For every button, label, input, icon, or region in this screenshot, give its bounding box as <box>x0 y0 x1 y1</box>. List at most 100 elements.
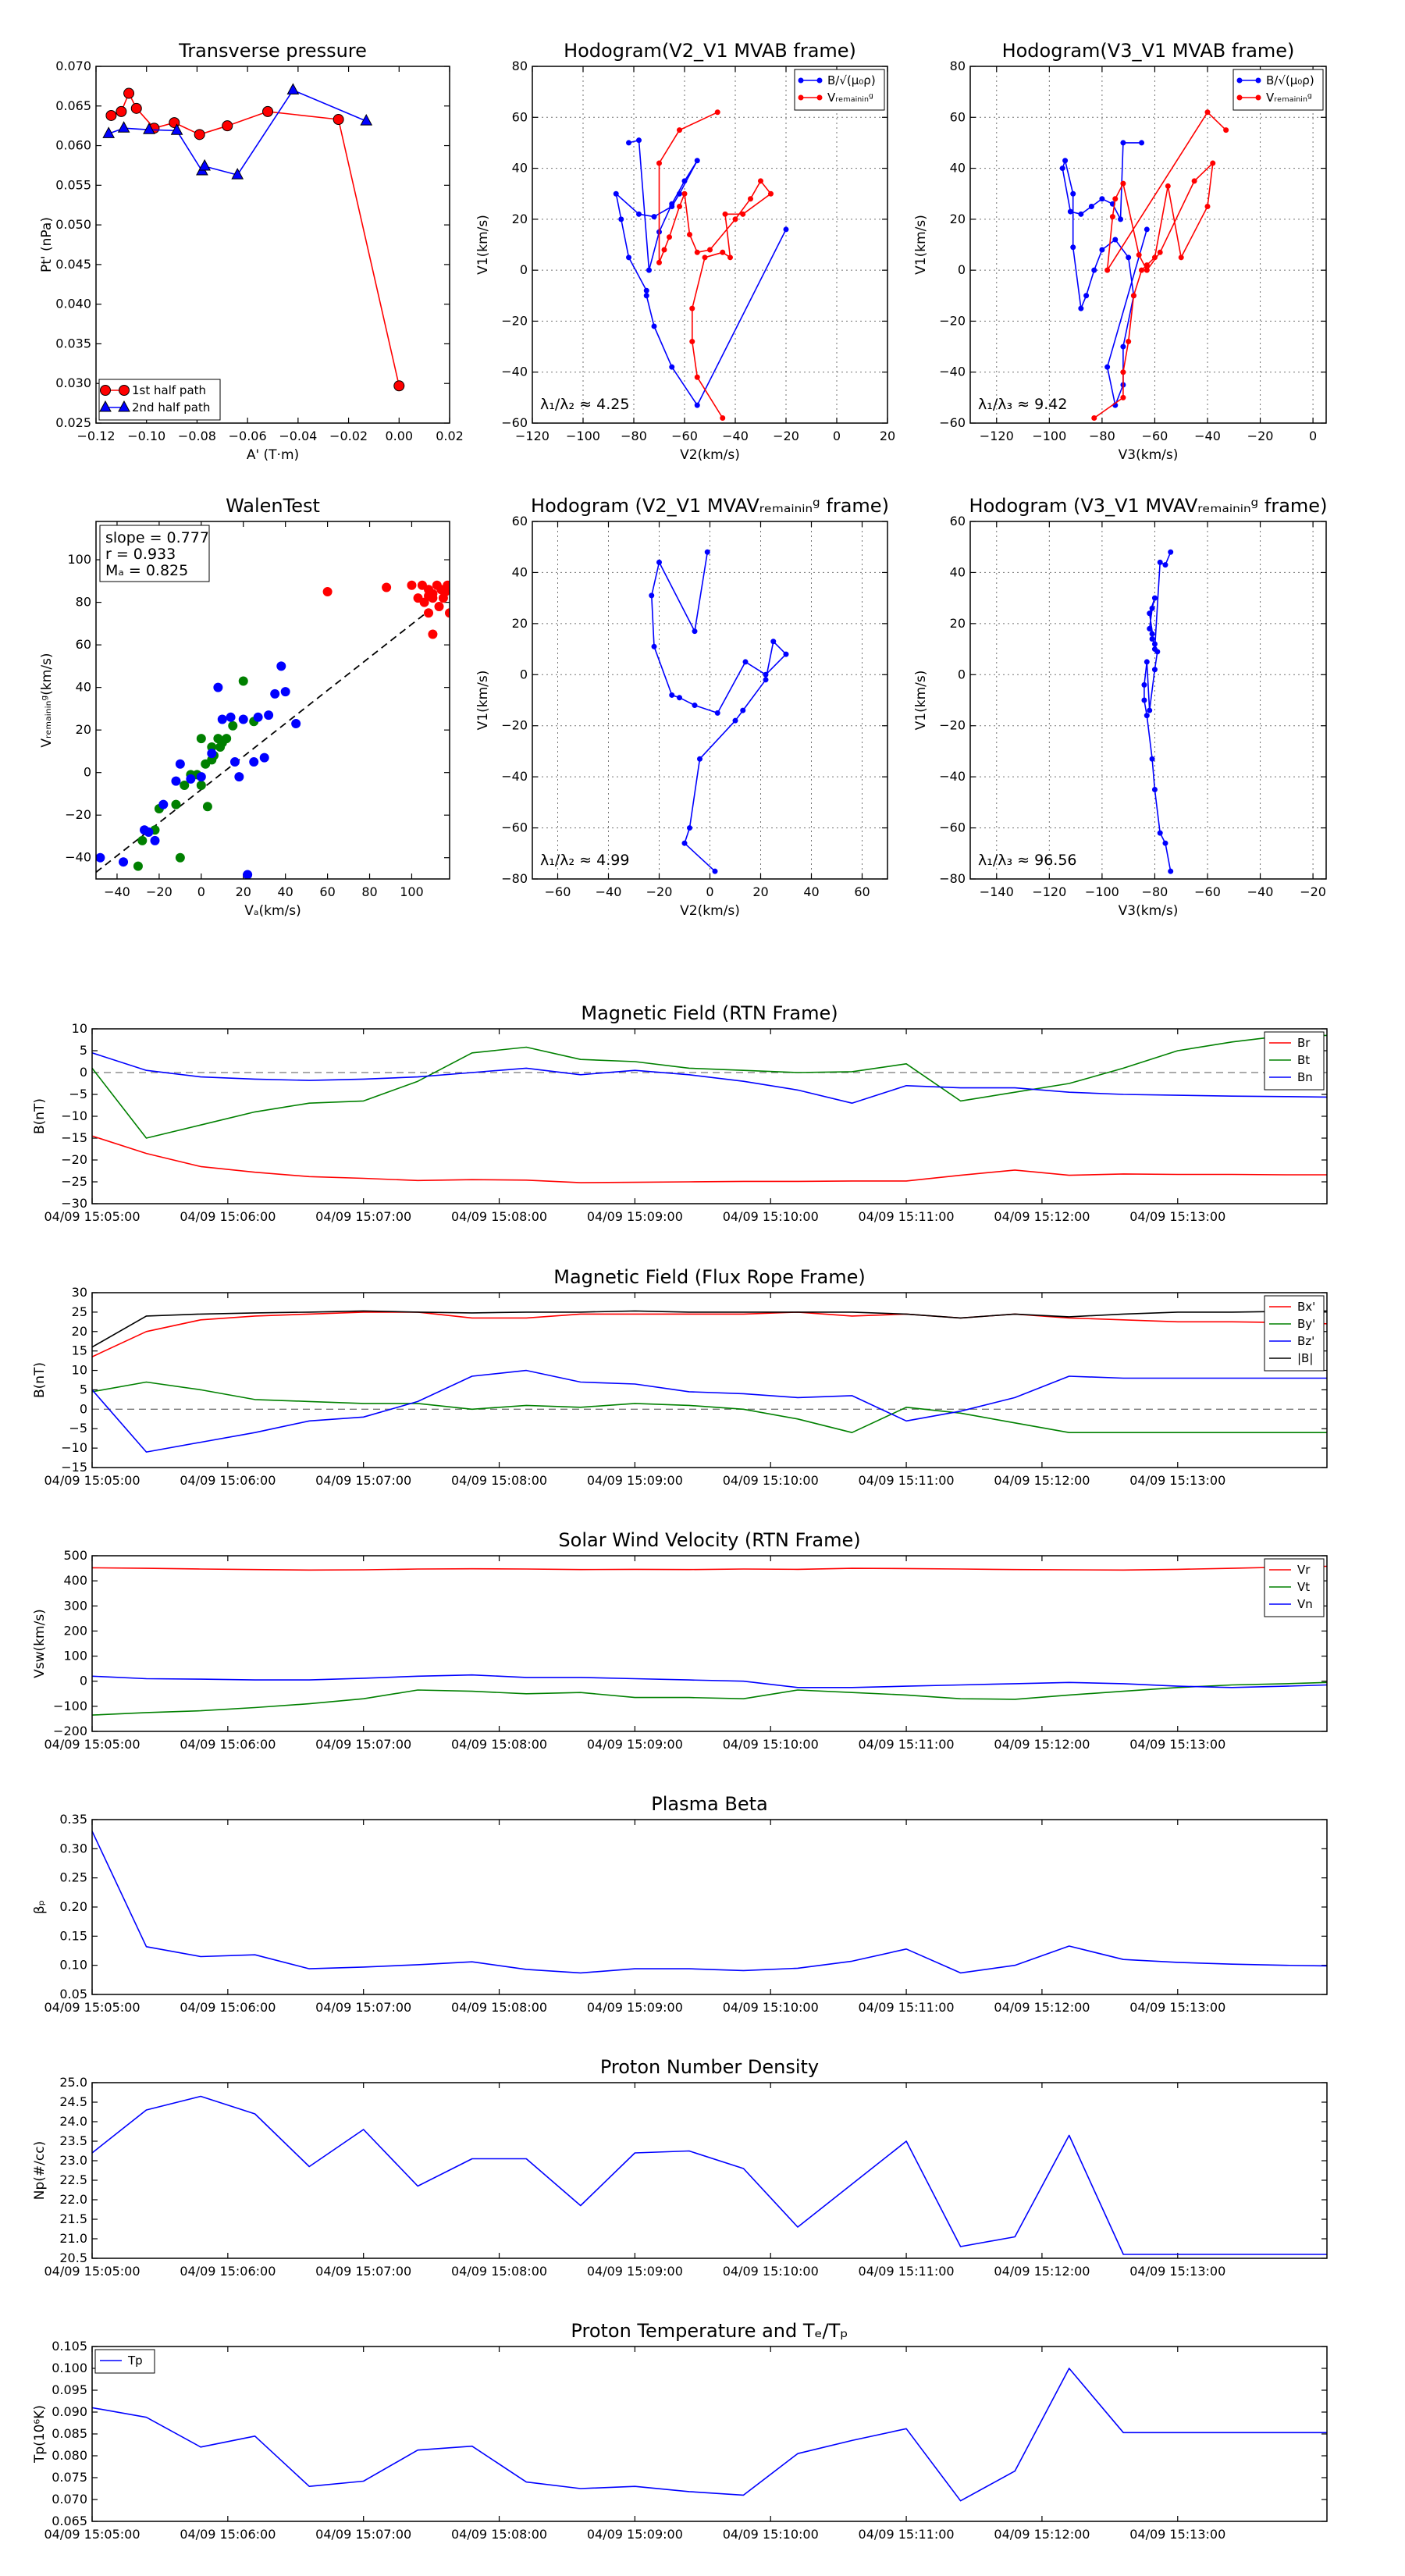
panel-transverse_pressure: 0.025 0.030 0.035 0.040 0.045 0.050 0.055 0.060… <box>39 40 464 463</box>
time-tick-label: 04/09 15:09:00 <box>587 2000 683 2015</box>
data-point <box>661 247 667 253</box>
data-point <box>1144 713 1150 719</box>
x-tick-label: −20 <box>146 884 173 899</box>
time-tick-label: 04/09 15:11:00 <box>859 1473 955 1488</box>
scatter-point <box>196 772 206 782</box>
legend-box <box>98 379 221 421</box>
plot-area <box>96 580 450 879</box>
chart-title: Hodogram(V3_V1 MVAB frame) <box>1002 40 1295 62</box>
legend-label: By' <box>1297 1317 1315 1331</box>
y-tick-label: 0 <box>520 262 528 277</box>
data-point <box>722 211 728 217</box>
series-line-beta <box>92 1831 1327 1974</box>
y-tick-label: 0.025 <box>55 415 91 430</box>
data-point <box>748 196 753 202</box>
y-tick-label: −60 <box>501 415 528 430</box>
x-tick-label: −120 <box>515 429 550 443</box>
scatter-point <box>382 582 392 592</box>
time-tick-label: 04/09 15:07:00 <box>315 1473 411 1488</box>
scatter-point <box>434 602 444 612</box>
time-tick-label: 04/09 15:06:00 <box>180 1209 276 1224</box>
data-point <box>1062 158 1069 164</box>
series-line-bn <box>92 1052 1327 1104</box>
y-tick-label: −40 <box>501 365 528 379</box>
x-tick-label: −20 <box>1300 884 1326 899</box>
y-tick-label: −200 <box>53 1724 87 1738</box>
x-tick-label: −40 <box>1247 884 1274 899</box>
scatter-point <box>424 608 434 618</box>
chart-title: Plasma Beta <box>651 1793 767 1815</box>
y-tick-label: −40 <box>501 769 528 784</box>
y-axis-label: Vsw(km/s) <box>32 1609 48 1678</box>
y-tick-label: 10 <box>72 1021 87 1036</box>
axes-frame <box>91 2346 1328 2522</box>
time-tick-label: 04/09 15:05:00 <box>44 2000 140 2015</box>
data-point <box>1091 267 1097 273</box>
legend-label: |B| <box>1297 1351 1313 1365</box>
x-axis-label: V3(km/s) <box>1119 903 1179 919</box>
data-point <box>768 190 774 197</box>
y-tick-label: 40 <box>512 161 528 176</box>
data-point <box>1104 364 1111 370</box>
y-axis-label: V1(km/s) <box>913 671 929 731</box>
y-tick-label: 21.0 <box>59 2231 87 2246</box>
x-tick-label: 0 <box>706 884 713 899</box>
x-tick-label: −100 <box>1085 884 1119 899</box>
data-point <box>697 756 702 762</box>
data-point <box>656 259 662 265</box>
stats-box-frame <box>99 525 210 582</box>
y-tick-label: 23.5 <box>59 2133 87 2148</box>
time-tick-label: 04/09 15:12:00 <box>994 1473 1090 1488</box>
y-tick-label: 24.5 <box>59 2094 87 2109</box>
y-tick-label: 0 <box>520 667 528 681</box>
scatter-point <box>175 852 185 863</box>
y-tick-label: 300 <box>63 1598 87 1613</box>
data-point <box>1120 394 1126 400</box>
y-axis-label: Np(#/cc) <box>32 2141 48 2200</box>
data-point <box>732 216 738 222</box>
data-point <box>1083 293 1090 299</box>
legend-label: Vn <box>1297 1597 1313 1611</box>
x-axis-label: V2(km/s) <box>680 447 740 463</box>
chart-title: Solar Wind Velocity (RTN Frame) <box>558 1529 860 1551</box>
x-tick-label: −20 <box>773 429 799 443</box>
time-tick-label: 04/09 15:08:00 <box>451 1209 547 1224</box>
series-line-br <box>92 1135 1327 1183</box>
y-tick-label: −20 <box>501 718 528 733</box>
x-axis-label: V2(km/s) <box>680 903 740 919</box>
y-tick-label: −5 <box>69 1087 87 1101</box>
data-point <box>626 254 631 261</box>
scatter-point <box>133 861 143 871</box>
panel-hodo_v3v1_mvab: −60 −40 −20 0 20 40 60 80 −120 −100 −80 −60 −40 −20 0 H… <box>913 40 1327 463</box>
eigen-ratio-label: λ₁/λ₂ ≈ 4.25 <box>540 396 629 413</box>
legend-box <box>794 69 885 111</box>
y-axis-label: Vᵣₑₘₐᵢₙᵢₙᵍ(km/s) <box>39 653 55 747</box>
y-tick-label: 30 <box>72 1285 87 1300</box>
time-tick-label: 04/09 15:05:00 <box>44 1209 140 1224</box>
time-tick-label: 04/09 15:05:00 <box>44 1737 140 1752</box>
data-point <box>692 628 698 635</box>
y-tick-label: −25 <box>61 1174 87 1189</box>
scatter-point <box>407 580 417 590</box>
legend-marker <box>816 77 823 84</box>
scatter-point <box>276 661 286 671</box>
x-tick-label: −80 <box>621 429 647 443</box>
time-tick-label: 04/09 15:13:00 <box>1129 1473 1225 1488</box>
data-point <box>692 703 698 709</box>
x-axis-label: A' (T·m) <box>247 447 299 463</box>
scatter-point <box>228 720 238 731</box>
y-tick-label: 21.5 <box>59 2211 87 2226</box>
data-point <box>1168 549 1174 555</box>
y-tick-label: 20 <box>950 212 966 226</box>
x-tick-label: 0.00 <box>385 429 413 443</box>
scatter-point <box>249 757 259 767</box>
data-point <box>669 692 675 698</box>
x-tick-label: 60 <box>854 884 870 899</box>
data-point <box>694 402 700 408</box>
scatter-point <box>137 835 148 845</box>
data-point <box>1178 254 1184 261</box>
scatter-point <box>270 688 280 699</box>
data-point <box>689 305 695 311</box>
